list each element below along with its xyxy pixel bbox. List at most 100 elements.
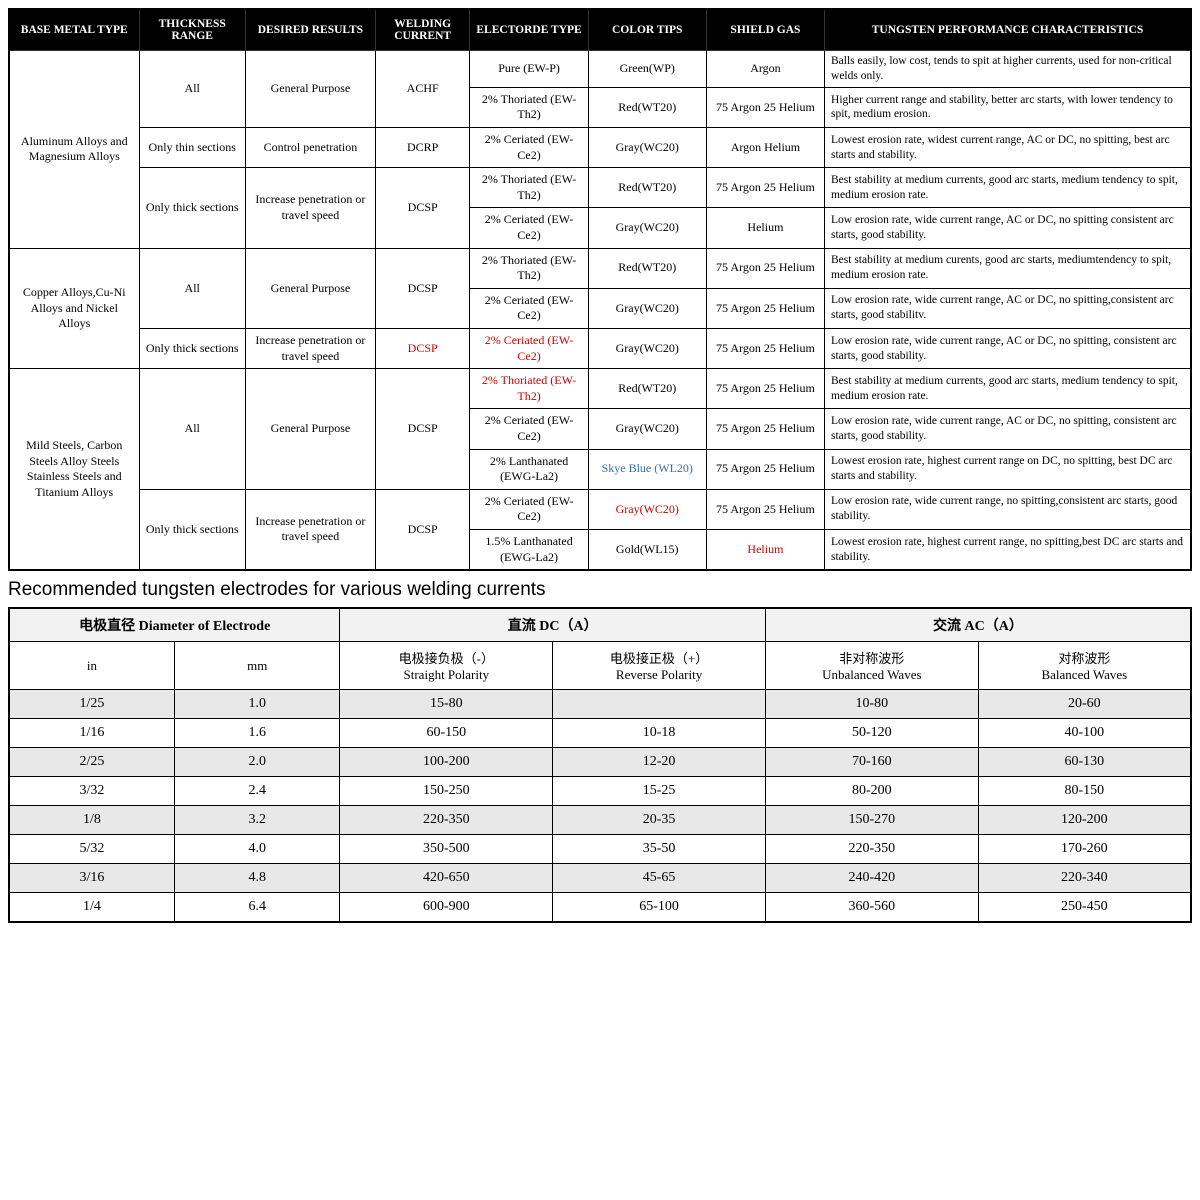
data-cell: 350-500: [340, 835, 553, 864]
table-row: 2/252.0100-20012-2070-16060-130: [9, 748, 1191, 777]
data-cell: 4.8: [174, 864, 339, 893]
col-header: COLOR TIPS: [588, 9, 706, 51]
color-tip-cell: Red(WT20): [588, 369, 706, 409]
performance-cell: Lowest erosion rate, highest current ran…: [825, 449, 1191, 489]
current-cell: ACHF: [375, 51, 470, 128]
data-cell: 3/32: [9, 777, 174, 806]
electrode-cell: 2% Thoriated (EW-Th2): [470, 248, 588, 288]
data-cell: 220-350: [340, 806, 553, 835]
data-cell: 240-420: [765, 864, 978, 893]
table-row: Only thick sectionsIncrease penetration …: [9, 168, 1191, 208]
color-tip-cell: Red(WT20): [588, 248, 706, 288]
table1-header-row: BASE METAL TYPETHICKNESS RANGEDESIRED RE…: [9, 9, 1191, 51]
current-cell: DCSP: [375, 329, 470, 369]
col-subheader: in: [9, 642, 174, 690]
table-row: Only thick sectionsIncrease penetration …: [9, 329, 1191, 369]
electrode-cell: 2% Lanthanated (EWG-La2): [470, 449, 588, 489]
col-group-header: 直流 DC（A）: [340, 608, 766, 642]
electrode-cell: 2% Ceriated (EW-Ce2): [470, 208, 588, 248]
performance-cell: Lowest erosion rate, highest current ran…: [825, 529, 1191, 570]
electrode-cell: 2% Thoriated (EW-Th2): [470, 87, 588, 127]
data-cell: 170-260: [978, 835, 1191, 864]
table-row: Only thin sectionsControl penetrationDCR…: [9, 128, 1191, 168]
shield-gas-cell: 75 Argon 25 Helium: [706, 409, 824, 449]
shield-gas-cell: 75 Argon 25 Helium: [706, 329, 824, 369]
results-cell: Increase penetration or travel speed: [245, 329, 375, 369]
table-row: 3/164.8420-65045-65240-420220-340: [9, 864, 1191, 893]
data-cell: 120-200: [978, 806, 1191, 835]
col-header: ELECTORDE TYPE: [470, 9, 588, 51]
color-tip-cell: Gray(WC20): [588, 128, 706, 168]
performance-cell: Low erosion rate, wide current range, AC…: [825, 288, 1191, 328]
data-cell: [553, 690, 766, 719]
color-tip-cell: Green(WP): [588, 51, 706, 88]
data-cell: 2.0: [174, 748, 339, 777]
data-cell: 360-560: [765, 893, 978, 923]
results-cell: General Purpose: [245, 248, 375, 328]
color-tip-cell: Gold(WL15): [588, 529, 706, 570]
col-group-header: 交流 AC（A）: [765, 608, 1191, 642]
color-tip-cell: Gray(WC20): [588, 409, 706, 449]
performance-cell: Balls easily, low cost, tends to spit at…: [825, 51, 1191, 88]
data-cell: 150-270: [765, 806, 978, 835]
shield-gas-cell: 75 Argon 25 Helium: [706, 87, 824, 127]
base-metal-cell: Copper Alloys,Cu-Ni Alloys and Nickel Al…: [9, 248, 139, 369]
col-header: WELDING CURRENT: [375, 9, 470, 51]
data-cell: 10-80: [765, 690, 978, 719]
table-row: Aluminum Alloys and Magnesium AlloysAllG…: [9, 51, 1191, 88]
col-subheader: 电极接正极（+）Reverse Polarity: [553, 642, 766, 690]
shield-gas-cell: 75 Argon 25 Helium: [706, 369, 824, 409]
current-cell: DCRP: [375, 128, 470, 168]
table-row: Only thick sectionsIncrease penetration …: [9, 489, 1191, 529]
performance-cell: Low erosion rate, wide current range, AC…: [825, 409, 1191, 449]
col-header: BASE METAL TYPE: [9, 9, 139, 51]
data-cell: 20-60: [978, 690, 1191, 719]
base-metal-cell: Aluminum Alloys and Magnesium Alloys: [9, 51, 139, 249]
data-cell: 100-200: [340, 748, 553, 777]
data-cell: 1/4: [9, 893, 174, 923]
col-subheader: 电极接负极（-）Straight Polarity: [340, 642, 553, 690]
data-cell: 250-450: [978, 893, 1191, 923]
shield-gas-cell: Helium: [706, 529, 824, 570]
electrode-cell: 2% Ceriated (EW-Ce2): [470, 409, 588, 449]
data-cell: 1.6: [174, 719, 339, 748]
data-cell: 1/16: [9, 719, 174, 748]
col-subheader: 非对称波形Unbalanced Waves: [765, 642, 978, 690]
data-cell: 1/8: [9, 806, 174, 835]
col-header: DESIRED RESULTS: [245, 9, 375, 51]
data-cell: 1/25: [9, 690, 174, 719]
data-cell: 60-130: [978, 748, 1191, 777]
data-cell: 150-250: [340, 777, 553, 806]
table-row: Mild Steels, Carbon Steels Alloy Steels …: [9, 369, 1191, 409]
data-cell: 50-120: [765, 719, 978, 748]
col-subheader: 对称波形Balanced Waves: [978, 642, 1191, 690]
data-cell: 220-350: [765, 835, 978, 864]
color-tip-cell: Skye Blue (WL20): [588, 449, 706, 489]
data-cell: 70-160: [765, 748, 978, 777]
shield-gas-cell: 75 Argon 25 Helium: [706, 248, 824, 288]
shield-gas-cell: 75 Argon 25 Helium: [706, 489, 824, 529]
table-row: 1/161.660-15010-1850-12040-100: [9, 719, 1191, 748]
current-cell: DCSP: [375, 369, 470, 490]
performance-cell: Low erosion rate, wide current range, AC…: [825, 208, 1191, 248]
electrode-cell: 2% Ceriated (EW-Ce2): [470, 489, 588, 529]
color-tip-cell: Red(WT20): [588, 168, 706, 208]
performance-cell: Lowest erosion rate, widest current rang…: [825, 128, 1191, 168]
performance-cell: Low erosion rate, wide current range, no…: [825, 489, 1191, 529]
electrode-cell: 2% Thoriated (EW-Th2): [470, 369, 588, 409]
electrode-cell: 2% Ceriated (EW-Ce2): [470, 329, 588, 369]
table2-header-sub: inmm电极接负极（-）Straight Polarity电极接正极（+）Rev…: [9, 642, 1191, 690]
data-cell: 12-20: [553, 748, 766, 777]
shield-gas-cell: 75 Argon 25 Helium: [706, 449, 824, 489]
electrode-cell: 2% Thoriated (EW-Th2): [470, 168, 588, 208]
table-row: 1/251.015-8010-8020-60: [9, 690, 1191, 719]
color-tip-cell: Gray(WC20): [588, 208, 706, 248]
data-cell: 10-18: [553, 719, 766, 748]
data-cell: 3.2: [174, 806, 339, 835]
data-cell: 65-100: [553, 893, 766, 923]
color-tip-cell: Red(WT20): [588, 87, 706, 127]
data-cell: 15-80: [340, 690, 553, 719]
thickness-cell: All: [139, 51, 245, 128]
thickness-cell: All: [139, 248, 245, 328]
electrode-cell: Pure (EW-P): [470, 51, 588, 88]
